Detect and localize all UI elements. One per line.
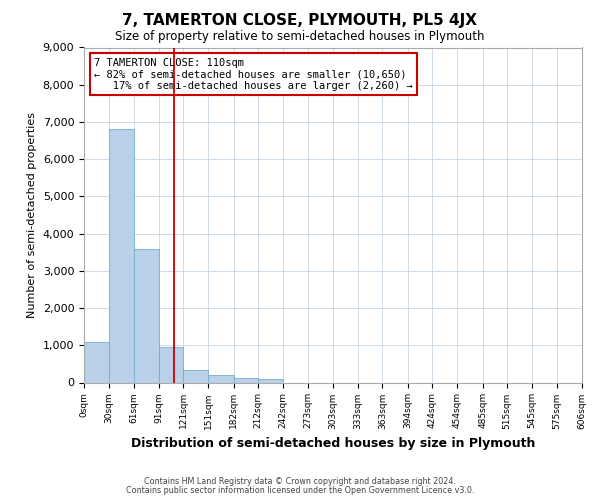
Bar bbox=[159, 347, 184, 382]
Text: 7 TAMERTON CLOSE: 110sqm
← 82% of semi-detached houses are smaller (10,650)
   1: 7 TAMERTON CLOSE: 110sqm ← 82% of semi-d… bbox=[94, 58, 413, 91]
Bar bbox=[208, 375, 233, 382]
Bar bbox=[184, 370, 208, 382]
Text: 7, TAMERTON CLOSE, PLYMOUTH, PL5 4JX: 7, TAMERTON CLOSE, PLYMOUTH, PL5 4JX bbox=[122, 12, 478, 28]
X-axis label: Distribution of semi-detached houses by size in Plymouth: Distribution of semi-detached houses by … bbox=[131, 437, 535, 450]
Bar bbox=[233, 378, 258, 382]
Y-axis label: Number of semi-detached properties: Number of semi-detached properties bbox=[27, 112, 37, 318]
Bar bbox=[134, 249, 159, 382]
Bar bbox=[84, 342, 109, 382]
Text: Size of property relative to semi-detached houses in Plymouth: Size of property relative to semi-detach… bbox=[115, 30, 485, 43]
Bar bbox=[258, 379, 283, 382]
Bar bbox=[109, 130, 134, 382]
Text: Contains HM Land Registry data © Crown copyright and database right 2024.: Contains HM Land Registry data © Crown c… bbox=[144, 477, 456, 486]
Text: Contains public sector information licensed under the Open Government Licence v3: Contains public sector information licen… bbox=[126, 486, 474, 495]
